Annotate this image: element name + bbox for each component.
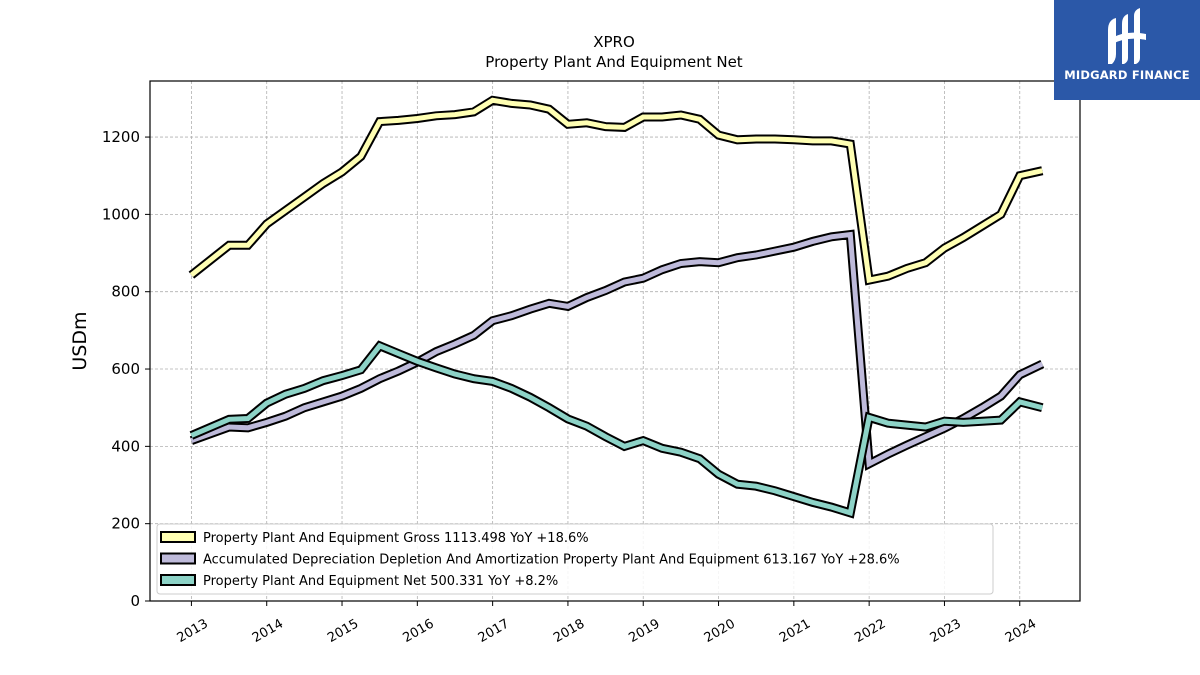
y-tick-label: 1000 xyxy=(102,205,140,223)
y-tick-label: 200 xyxy=(111,515,140,533)
x-tick-label: 2013 xyxy=(175,616,211,646)
x-tick-label: 2023 xyxy=(928,616,964,646)
x-tick-label: 2024 xyxy=(1003,616,1039,646)
brand-name: MIDGARD FINANCE xyxy=(1064,68,1190,82)
legend-box xyxy=(156,523,994,595)
midgard-logo-icon xyxy=(1108,8,1146,64)
x-tick-label: 2020 xyxy=(702,616,738,646)
y-axis-label: USDm xyxy=(69,311,91,370)
y-axis-ticks: 0 200 400 600 800 1000 1200 xyxy=(102,128,150,610)
y-tick-label: 0 xyxy=(130,592,140,610)
series-outline-3 xyxy=(189,340,1044,519)
series-line-1 xyxy=(189,97,1043,284)
x-tick-label: 2014 xyxy=(250,616,286,646)
x-axis-ticks: 2013 2014 2015 2016 2017 2018 2019 2020 2021 2022… xyxy=(175,601,1039,646)
legend-swatch-1 xyxy=(160,531,196,543)
y-tick-label: 400 xyxy=(111,437,140,455)
x-tick-label: 2021 xyxy=(777,616,813,646)
legend-label-1: Property Plant And Equipment Gross 1113.… xyxy=(203,531,589,546)
plot-frame xyxy=(149,80,1081,602)
legend-swatch-3 xyxy=(160,574,196,586)
x-tick-label: 2018 xyxy=(551,616,587,646)
y-tick-label: 800 xyxy=(111,283,140,301)
legend-swatch-2 xyxy=(160,552,196,565)
grid-lines xyxy=(150,81,1080,602)
series-lines xyxy=(188,95,1045,519)
legend-label-2: Accumulated Depreciation Depletion And A… xyxy=(203,553,900,568)
legend-label-3: Property Plant And Equipment Net 500.331… xyxy=(203,574,558,589)
y-tick-label: 600 xyxy=(111,360,140,378)
x-tick-label: 2016 xyxy=(400,616,436,646)
x-tick-label: 2017 xyxy=(476,616,512,646)
x-tick-label: 2019 xyxy=(626,616,662,646)
x-tick-label: 2022 xyxy=(852,616,888,646)
legend: Property Plant And Equipment Gross 1113.… xyxy=(156,523,994,595)
y-tick-label: 1200 xyxy=(102,128,140,146)
series-line-3 xyxy=(190,342,1043,517)
chart-title: XPRO xyxy=(593,33,635,51)
brand-logo: MIDGARD FINANCE xyxy=(1054,0,1200,100)
series-line-2 xyxy=(190,231,1044,468)
x-tick-label: 2015 xyxy=(325,616,361,646)
chart-subtitle: Property Plant And Equipment Net xyxy=(485,53,742,71)
